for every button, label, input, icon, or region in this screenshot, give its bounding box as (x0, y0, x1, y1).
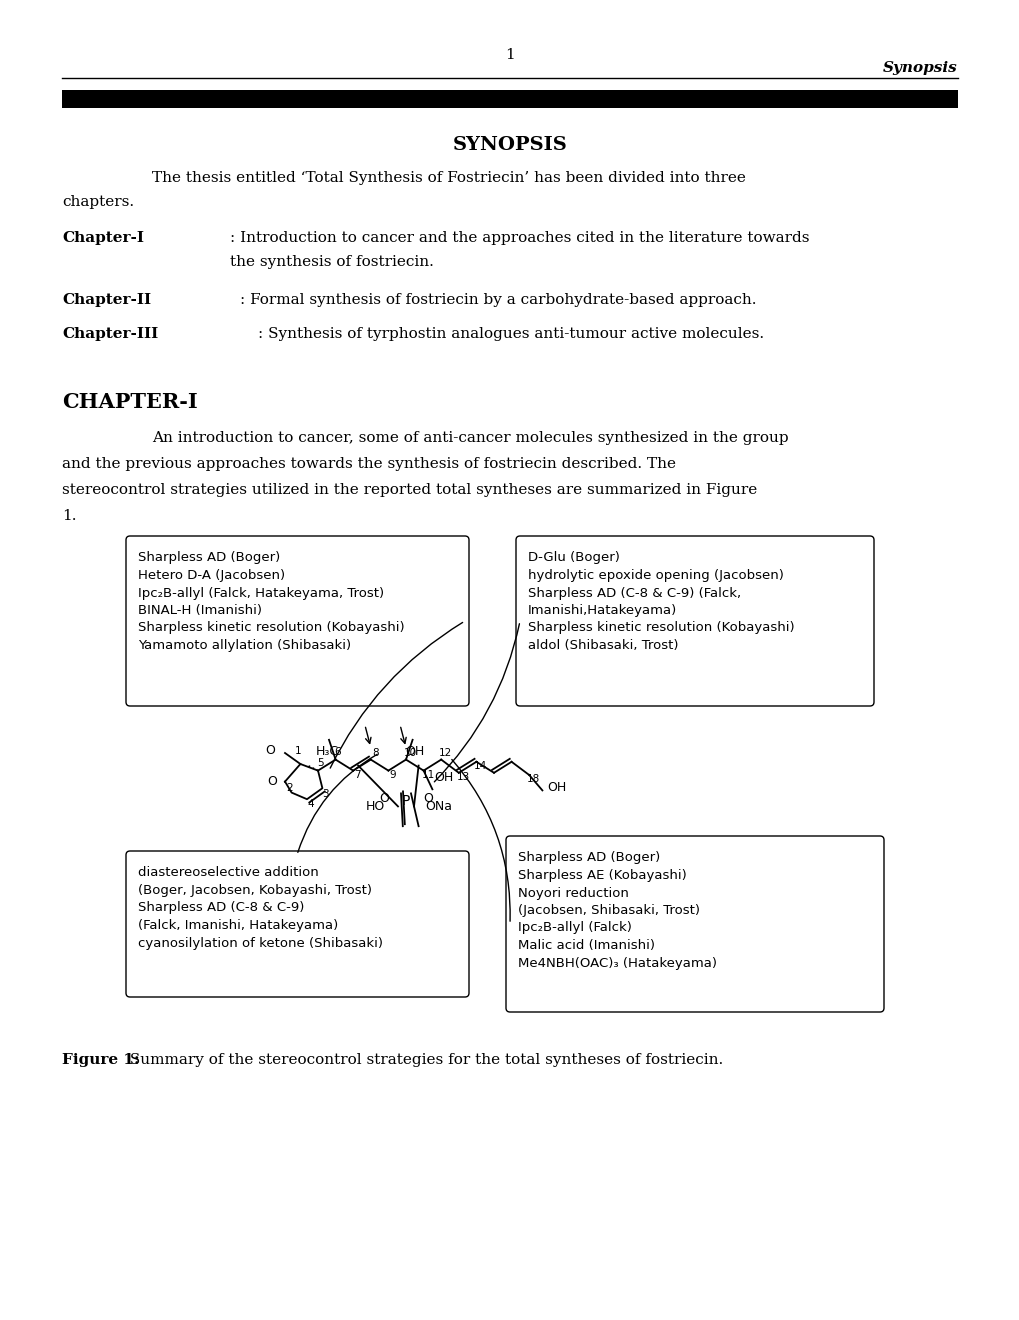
Text: Yamamoto allylation (Shibasaki): Yamamoto allylation (Shibasaki) (138, 639, 351, 652)
Text: SYNOPSIS: SYNOPSIS (452, 136, 567, 154)
Text: 6: 6 (334, 747, 340, 756)
Text: 8: 8 (372, 748, 378, 758)
Text: cyanosilylation of ketone (Shibasaki): cyanosilylation of ketone (Shibasaki) (138, 936, 382, 949)
Text: An introduction to cancer, some of anti-cancer molecules synthesized in the grou: An introduction to cancer, some of anti-… (152, 432, 788, 445)
FancyArrowPatch shape (434, 624, 519, 781)
Text: hydrolytic epoxide opening (Jacobsen): hydrolytic epoxide opening (Jacobsen) (528, 569, 784, 582)
Text: 3: 3 (322, 789, 329, 799)
Text: HO: HO (365, 800, 384, 813)
Text: The thesis entitled ‘Total Synthesis of Fostriecin’ has been divided into three: The thesis entitled ‘Total Synthesis of … (152, 172, 745, 185)
Text: Imanishi,Hatakeyama): Imanishi,Hatakeyama) (528, 605, 677, 616)
Text: ONa: ONa (425, 800, 452, 813)
Text: Me4NBH(OAC)₃ (Hatakeyama): Me4NBH(OAC)₃ (Hatakeyama) (518, 957, 716, 969)
Text: : Formal synthesis of fostriecin by a carbohydrate-based approach.: : Formal synthesis of fostriecin by a ca… (239, 293, 756, 308)
FancyArrowPatch shape (451, 759, 510, 921)
Bar (62, 90, 957, 108)
Text: 13: 13 (457, 772, 470, 783)
Text: H₃C: H₃C (315, 744, 338, 758)
Text: Chapter-III: Chapter-III (62, 327, 158, 341)
FancyArrowPatch shape (330, 623, 463, 768)
Text: 14: 14 (474, 762, 487, 771)
Text: the synthesis of fostriecin.: the synthesis of fostriecin. (229, 255, 433, 269)
Text: 5: 5 (317, 758, 323, 768)
Text: P: P (401, 795, 410, 808)
Text: Synopsis: Synopsis (882, 61, 957, 75)
Text: 4: 4 (307, 799, 313, 809)
Text: Sharpless kinetic resolution (Kobayashi): Sharpless kinetic resolution (Kobayashi) (138, 622, 405, 635)
Text: Chapter-II: Chapter-II (62, 293, 151, 308)
Text: 2: 2 (285, 783, 292, 793)
Text: O: O (265, 744, 275, 758)
Text: (Falck, Imanishi, Hatakeyama): (Falck, Imanishi, Hatakeyama) (138, 919, 338, 932)
Text: 18: 18 (527, 775, 540, 784)
Text: Sharpless AD (Boger): Sharpless AD (Boger) (518, 851, 659, 865)
Text: Sharpless kinetic resolution (Kobayashi): Sharpless kinetic resolution (Kobayashi) (528, 622, 794, 635)
Text: Noyori reduction: Noyori reduction (518, 887, 629, 899)
Text: 1: 1 (504, 48, 515, 62)
Text: Sharpless AE (Kobayashi): Sharpless AE (Kobayashi) (518, 869, 686, 882)
Text: Figure 1:: Figure 1: (62, 1053, 140, 1067)
Text: : Synthesis of tyrphostin analogues anti-tumour active molecules.: : Synthesis of tyrphostin analogues anti… (258, 327, 763, 341)
FancyBboxPatch shape (126, 851, 469, 997)
Text: BINAL-H (Imanishi): BINAL-H (Imanishi) (138, 605, 262, 616)
Text: chapters.: chapters. (62, 195, 133, 209)
Text: and the previous approaches towards the synthesis of fostriecin described. The: and the previous approaches towards the … (62, 457, 676, 471)
Text: 1: 1 (294, 746, 302, 756)
Text: Ipc₂B-allyl (Falck, Hatakeyama, Trost): Ipc₂B-allyl (Falck, Hatakeyama, Trost) (138, 586, 384, 599)
Text: O: O (379, 792, 388, 805)
Text: OH: OH (405, 744, 424, 758)
Text: Sharpless AD (Boger): Sharpless AD (Boger) (138, 552, 280, 565)
Text: Hetero D-A (Jacobsen): Hetero D-A (Jacobsen) (138, 569, 285, 582)
Text: Ipc₂B-allyl (Falck): Ipc₂B-allyl (Falck) (518, 921, 631, 935)
Text: (Jacobsen, Shibasaki, Trost): (Jacobsen, Shibasaki, Trost) (518, 904, 699, 917)
Text: stereocontrol strategies utilized in the reported total syntheses are summarized: stereocontrol strategies utilized in the… (62, 483, 756, 498)
Text: 12: 12 (438, 748, 451, 758)
FancyBboxPatch shape (505, 836, 883, 1012)
Text: 11: 11 (421, 770, 434, 780)
Text: O: O (267, 775, 277, 788)
FancyArrowPatch shape (298, 754, 377, 853)
Text: aldol (Shibasaki, Trost): aldol (Shibasaki, Trost) (528, 639, 678, 652)
Text: : Introduction to cancer and the approaches cited in the literature towards: : Introduction to cancer and the approac… (229, 231, 809, 246)
Text: Sharpless AD (C-8 & C-9): Sharpless AD (C-8 & C-9) (138, 902, 304, 915)
Text: Sharpless AD (C-8 & C-9) (Falck,: Sharpless AD (C-8 & C-9) (Falck, (528, 586, 741, 599)
Text: Chapter-I: Chapter-I (62, 231, 144, 246)
Text: 9: 9 (389, 770, 395, 780)
Text: 1.: 1. (62, 510, 76, 523)
Text: diastereoselective addition: diastereoselective addition (138, 866, 319, 879)
Text: 10: 10 (404, 748, 417, 758)
Text: 7: 7 (354, 770, 361, 780)
Text: OH: OH (434, 771, 453, 784)
Text: (Boger, Jacobsen, Kobayashi, Trost): (Boger, Jacobsen, Kobayashi, Trost) (138, 884, 372, 898)
FancyBboxPatch shape (516, 536, 873, 706)
Text: Malic acid (Imanishi): Malic acid (Imanishi) (518, 939, 654, 952)
Text: CHAPTER-I: CHAPTER-I (62, 392, 198, 412)
Text: OH: OH (547, 781, 567, 793)
Text: Summary of the stereocontrol strategies for the total syntheses of fostriecin.: Summary of the stereocontrol strategies … (125, 1053, 722, 1067)
Text: O: O (423, 792, 432, 805)
FancyBboxPatch shape (126, 536, 469, 706)
Text: D-Glu (Boger): D-Glu (Boger) (528, 552, 620, 565)
